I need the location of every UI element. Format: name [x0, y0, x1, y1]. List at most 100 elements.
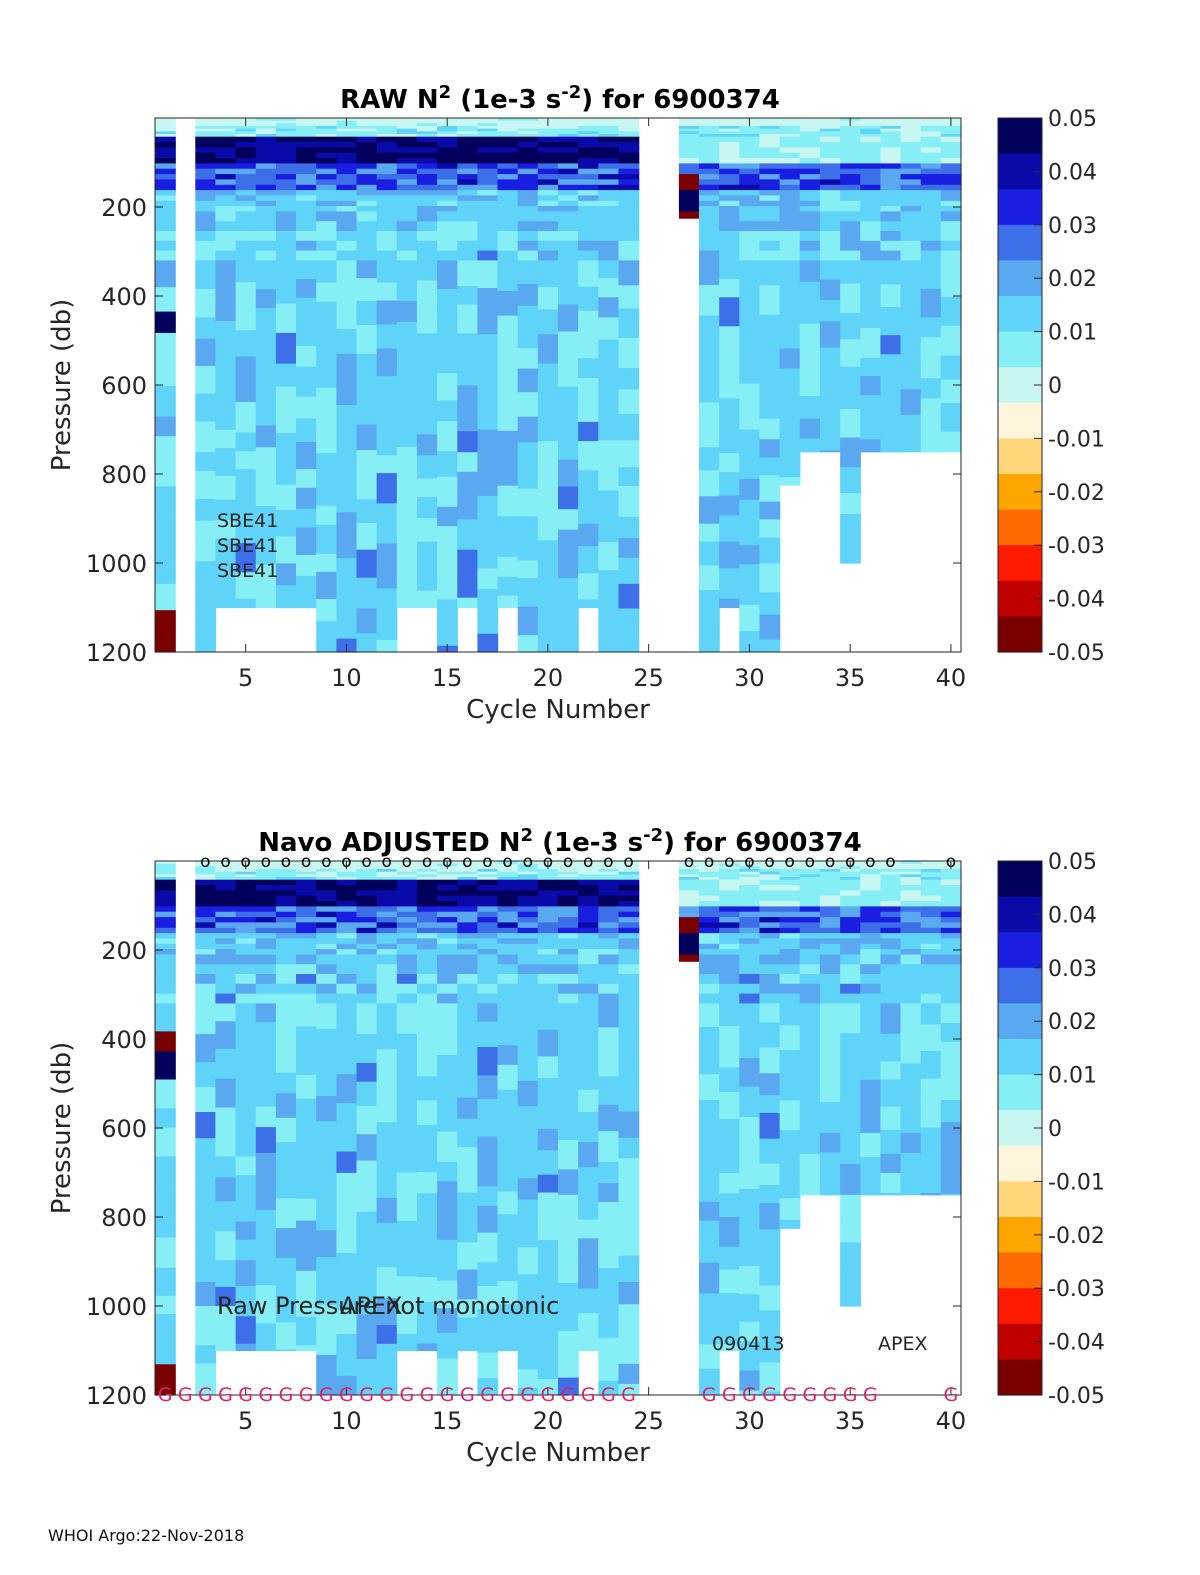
heatmap-cell — [396, 901, 418, 907]
heatmap-cell — [155, 128, 176, 132]
heatmap-cell — [255, 1254, 277, 1286]
heatmap-cell — [618, 1304, 640, 1334]
heatmap-cell — [719, 895, 740, 902]
heatmap-cell — [799, 195, 821, 202]
heatmap-cell — [940, 1141, 962, 1170]
heatmap-cell — [779, 1003, 801, 1026]
heatmap-cell — [618, 250, 640, 261]
profile-marker: o — [764, 852, 774, 872]
heatmap-cell — [699, 284, 720, 317]
heatmap-cell — [517, 1274, 539, 1302]
y-tick-label: 200 — [101, 937, 147, 965]
heatmap-cell — [618, 879, 640, 886]
heatmap-cell — [316, 863, 337, 867]
heatmap-cell — [759, 639, 781, 653]
heatmap-cell — [880, 1033, 902, 1062]
heatmap-cell — [457, 885, 479, 891]
heatmap-cell — [880, 260, 902, 285]
heatmap-cell — [477, 974, 499, 985]
heatmap-cell — [819, 863, 841, 867]
heatmap-cell — [598, 1289, 620, 1311]
heatmap-cell — [900, 861, 922, 865]
chart-panel-adjusted: 5 10 15 20 25 30 35 4020040060080010001200Cycle… — [47, 825, 1105, 1468]
heatmap-cell — [336, 993, 358, 1004]
heatmap-cell — [437, 128, 458, 132]
heatmap-cell — [779, 890, 801, 897]
heatmap-cell — [920, 355, 942, 379]
heatmap-cell — [840, 933, 861, 939]
heatmap-cell — [759, 128, 781, 132]
heatmap-cell — [195, 1112, 217, 1139]
heatmap-cell — [880, 211, 902, 222]
heatmap-cell — [437, 147, 458, 154]
annotation-sensor: SBE41 — [217, 510, 278, 532]
heatmap-cell — [477, 195, 499, 202]
heatmap-cell — [578, 1142, 599, 1168]
heatmap-cell — [779, 280, 801, 311]
heatmap-cell — [376, 974, 398, 985]
heatmap-cell — [517, 877, 539, 881]
heatmap-cell — [840, 142, 861, 148]
heatmap-cell — [900, 1180, 922, 1196]
heatmap-cell — [255, 126, 277, 130]
heatmap-cell — [195, 901, 217, 907]
heatmap-cell — [578, 943, 599, 950]
heatmap-cell — [517, 260, 539, 285]
heatmap-cell — [316, 331, 337, 360]
heatmap-cell — [759, 365, 781, 393]
colorbar-tick-label: -0.04 — [1048, 588, 1105, 613]
heatmap-cell — [739, 584, 761, 606]
colorbar-tick-label: -0.03 — [1048, 534, 1105, 559]
heatmap-cell — [860, 1186, 882, 1196]
heatmap-cell — [719, 163, 740, 170]
heatmap-cell — [296, 279, 317, 299]
heatmap-cell — [759, 866, 781, 870]
colorbar-tick-label: 0.02 — [1048, 1010, 1097, 1035]
heatmap-cell — [396, 1334, 418, 1352]
heatmap-cell — [578, 195, 599, 202]
heatmap-cell — [819, 450, 841, 453]
heatmap-cell — [457, 943, 479, 950]
heatmap-cell — [920, 147, 942, 154]
heatmap-cell — [719, 118, 740, 122]
heatmap-cell — [940, 906, 962, 913]
heatmap-cell — [396, 943, 418, 950]
heatmap-cell — [396, 1306, 418, 1335]
heatmap-cell — [437, 179, 458, 186]
heatmap-cell — [275, 933, 297, 939]
heatmap-cell — [517, 118, 539, 122]
heatmap-cell — [497, 879, 519, 886]
heatmap-cell — [497, 1281, 519, 1305]
heatmap-cell — [477, 1186, 499, 1207]
heatmap-cell — [779, 126, 801, 130]
heatmap-cell — [296, 595, 317, 609]
heatmap-cell — [719, 1344, 740, 1352]
heatmap-cell — [860, 131, 882, 135]
heatmap-cell — [618, 1111, 640, 1139]
heatmap-cell — [719, 126, 740, 130]
heatmap-cell — [255, 200, 277, 207]
heatmap-cell — [275, 386, 297, 406]
heatmap-cell — [215, 211, 237, 222]
heatmap-cell — [880, 911, 902, 918]
heatmap-cell — [255, 895, 277, 902]
heatmap-cell — [578, 1089, 599, 1113]
heatmap-cell — [779, 184, 801, 191]
heatmap-cell — [275, 152, 297, 159]
heatmap-cell — [396, 126, 418, 130]
heatmap-cell — [255, 120, 277, 124]
heatmap-cell — [376, 863, 398, 867]
heatmap-cell — [537, 240, 559, 252]
heatmap-cell — [497, 983, 519, 995]
heatmap-cell — [739, 871, 761, 875]
heatmap-cell — [215, 120, 237, 124]
heatmap-cell — [396, 163, 418, 170]
heatmap-cell — [457, 1070, 479, 1099]
heatmap-cell — [578, 938, 599, 945]
heatmap-cell — [558, 174, 579, 180]
heatmap-cell — [316, 120, 337, 124]
heatmap-cell — [940, 142, 962, 148]
heatmap-cell — [739, 134, 761, 138]
heatmap-cell — [920, 974, 942, 985]
heatmap-cell — [880, 1003, 902, 1035]
